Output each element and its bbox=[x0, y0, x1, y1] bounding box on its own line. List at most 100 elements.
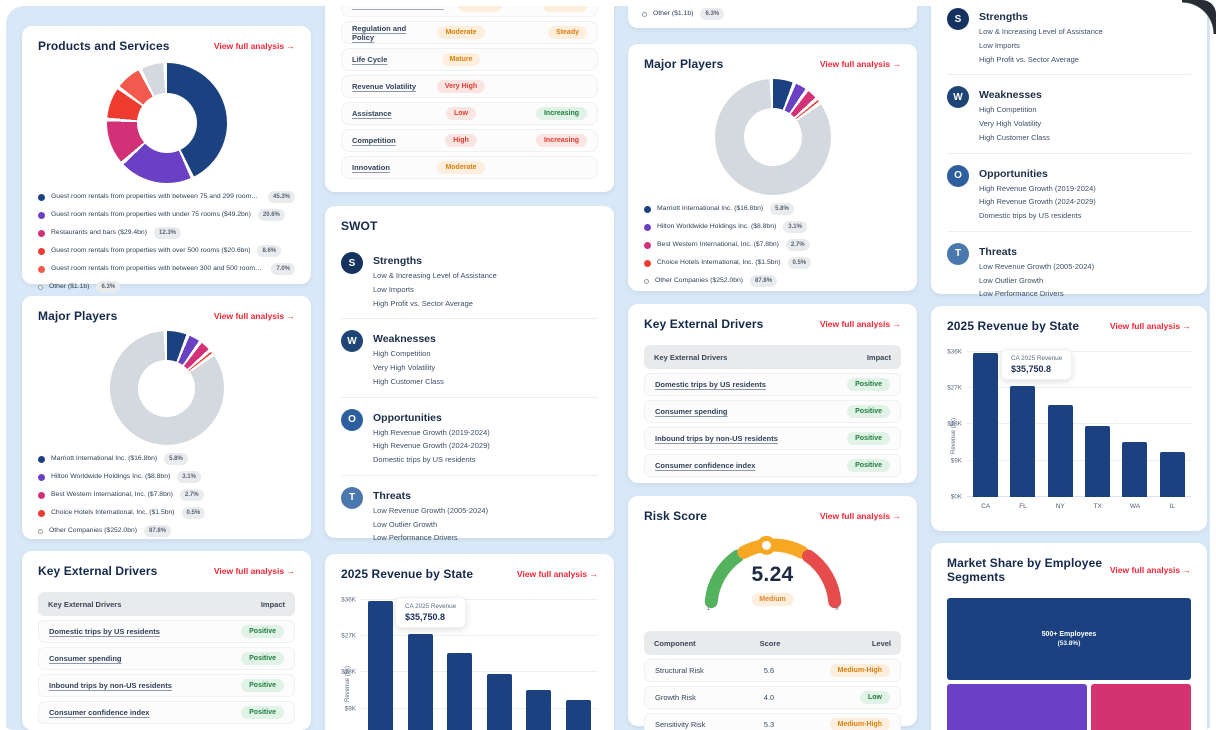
swot-section: O Opportunities High Revenue Growth (2019-… bbox=[341, 396, 598, 475]
indicator-row[interactable]: Revenue Volatility Very High bbox=[341, 75, 598, 98]
level-header: Level bbox=[871, 638, 891, 648]
view-full-analysis-link[interactable]: View full analysis → bbox=[819, 319, 901, 329]
driver-row[interactable]: Consumer confidence index Positive bbox=[38, 701, 295, 724]
indicator-row[interactable]: Innovation Moderate bbox=[341, 156, 598, 179]
legend-label: Other ($1.1b) bbox=[49, 283, 90, 290]
view-full-analysis-link[interactable]: View full analysis → bbox=[819, 511, 901, 521]
employee-segments-treemap: 500+ Employees (53.8%) 100-499 Employees(1… bbox=[947, 598, 1191, 730]
bar-CA[interactable] bbox=[973, 352, 999, 497]
bar-FL[interactable] bbox=[1010, 385, 1036, 497]
bar-WA[interactable] bbox=[526, 689, 552, 730]
card-title: Major Players bbox=[644, 57, 724, 71]
bar-CA[interactable] bbox=[368, 600, 394, 730]
swot-item: High Revenue Growth (2019-2024) bbox=[373, 427, 490, 437]
indicator-link[interactable]: Regulation and Policy bbox=[352, 23, 407, 42]
swot-letter-badge: W bbox=[341, 330, 363, 353]
driver-link[interactable]: Consumer spending bbox=[49, 654, 122, 663]
bar-NY[interactable] bbox=[447, 652, 473, 730]
level-badge: Mature bbox=[441, 53, 481, 66]
x-axis-labels: CA FL NY TX WA IL bbox=[967, 503, 1191, 510]
bar-TX[interactable] bbox=[1085, 426, 1111, 497]
treemap-block[interactable]: 500+ Employees (53.8%) bbox=[947, 598, 1191, 680]
driver-row[interactable]: Domestic trips by US residents Positive bbox=[38, 620, 295, 643]
swot-item: High Competition bbox=[373, 349, 431, 359]
view-full-analysis-link[interactable]: View full analysis → bbox=[213, 41, 295, 51]
indicator-row[interactable]: Competition High Increasing bbox=[341, 129, 598, 152]
indicator-row[interactable]: Assistance Low Increasing bbox=[341, 102, 598, 125]
driver-link[interactable]: Domestic trips by US residents bbox=[49, 627, 160, 636]
swot-content: Opportunities High Revenue Growth (2019-2… bbox=[979, 165, 1096, 221]
view-full-analysis-link[interactable]: View full analysis → bbox=[516, 569, 598, 579]
bar-NY[interactable] bbox=[1047, 404, 1073, 497]
driver-row[interactable]: Domestic trips by US residents Positive bbox=[644, 373, 901, 396]
driver-row[interactable]: Consumer spending Positive bbox=[644, 400, 901, 423]
driver-row[interactable]: Consumer confidence index Positive bbox=[644, 454, 901, 477]
gauge-knob bbox=[756, 535, 776, 555]
card-header: Major Players View full analysis → bbox=[22, 296, 311, 329]
impact-header-label: Impact bbox=[866, 352, 891, 362]
driver-link[interactable]: Consumer confidence index bbox=[49, 708, 150, 717]
legend-percent: 45.3% bbox=[267, 191, 295, 203]
component-level-cell: Medium-High bbox=[804, 718, 890, 730]
treemap-block-label: 500+ Employees bbox=[1041, 631, 1097, 638]
view-full-analysis-link[interactable]: View full analysis → bbox=[1109, 565, 1191, 575]
bar-FL[interactable] bbox=[407, 633, 433, 730]
level-badge: Very High bbox=[436, 80, 486, 93]
indicator-link[interactable]: Assistance bbox=[352, 109, 392, 118]
indicator-link[interactable]: Revenue Volatility bbox=[352, 82, 417, 91]
major-players-donut-chart[interactable] bbox=[109, 331, 224, 445]
revenue-by-state-card: 2025 Revenue by State View full analysis… bbox=[931, 306, 1207, 531]
legend-percent: 3.1% bbox=[783, 221, 807, 233]
legend-percent: 8.6% bbox=[257, 245, 282, 257]
risk-table-header: Component Score Level bbox=[644, 631, 901, 655]
treemap-block[interactable]: 100-499 Employees(15.8%) bbox=[947, 684, 1088, 730]
indicator-link[interactable]: Competition bbox=[352, 136, 396, 145]
card-header: Major Players View full analysis → bbox=[628, 44, 917, 77]
indicator-row[interactable] bbox=[341, 6, 598, 17]
level-badge: Medium-High bbox=[829, 718, 890, 730]
view-full-analysis-link[interactable]: View full analysis → bbox=[819, 59, 901, 69]
driver-row[interactable]: Consumer spending Positive bbox=[38, 647, 295, 670]
view-full-analysis-link[interactable]: View full analysis → bbox=[1109, 321, 1191, 331]
view-full-analysis-link[interactable]: View full analysis → bbox=[213, 566, 295, 576]
indicator-link[interactable]: Innovation bbox=[352, 163, 390, 172]
swot-item: Very High Volatility bbox=[373, 363, 436, 372]
driver-link[interactable]: Inbound trips by non-US residents bbox=[655, 434, 778, 443]
gauge-max-label: 9 bbox=[834, 605, 839, 612]
swot-heading: Weaknesses bbox=[373, 333, 436, 346]
treemap-block[interactable]: 20-99 Employees(11.7%) bbox=[1091, 684, 1191, 730]
major-players-legend: Marriott International Inc. ($16.8bn) 5.8… bbox=[644, 203, 901, 287]
bar-WA[interactable] bbox=[1122, 441, 1148, 497]
legend-percent: 2.7% bbox=[785, 239, 810, 251]
products-donut-chart[interactable] bbox=[106, 63, 227, 183]
bar-TX[interactable] bbox=[486, 674, 512, 730]
major-players-donut-chart[interactable] bbox=[714, 79, 831, 195]
driver-row[interactable]: Inbound trips by non-US residents Positiv… bbox=[38, 674, 295, 697]
level-badge: High bbox=[445, 134, 477, 147]
legend-label: Best Western International, Inc. ($7.8bn… bbox=[51, 491, 173, 498]
indicator-row[interactable]: Life Cycle Mature bbox=[341, 48, 598, 71]
indicator-link[interactable]: Life Cycle bbox=[352, 55, 388, 64]
bar-IL[interactable] bbox=[565, 699, 591, 730]
driver-link[interactable]: Consumer spending bbox=[655, 407, 728, 416]
driver-link[interactable]: Domestic trips by US residents bbox=[655, 380, 766, 389]
legend-dot bbox=[644, 223, 651, 231]
trend-badge: Increasing bbox=[535, 134, 587, 147]
driver-link[interactable]: Consumer confidence index bbox=[655, 461, 756, 470]
card-header: Market Share by Employee Segments View f… bbox=[931, 543, 1207, 590]
gridline bbox=[361, 671, 598, 673]
driver-row[interactable]: Inbound trips by non-US residents Positiv… bbox=[644, 427, 901, 450]
legend-percent: 2.7% bbox=[179, 489, 204, 501]
drivers-table: Key External Drivers Impact Domestic trips… bbox=[628, 345, 917, 477]
gridline bbox=[967, 387, 1191, 389]
view-full-analysis-link[interactable]: View full analysis → bbox=[213, 311, 295, 321]
indicator-level-cell: Very High bbox=[419, 80, 503, 93]
indicator-label-clipped bbox=[352, 6, 444, 10]
swot-item: High Profit vs. Sector Average bbox=[979, 54, 1079, 64]
swot-heading: Weaknesses bbox=[979, 89, 1042, 102]
indicator-row[interactable]: Regulation and Policy Moderate Steady bbox=[341, 21, 598, 44]
bar-IL[interactable] bbox=[1159, 451, 1185, 497]
drivers-table: Key External Drivers Impact Domestic trips… bbox=[22, 592, 311, 724]
driver-link[interactable]: Inbound trips by non-US residents bbox=[49, 681, 172, 690]
